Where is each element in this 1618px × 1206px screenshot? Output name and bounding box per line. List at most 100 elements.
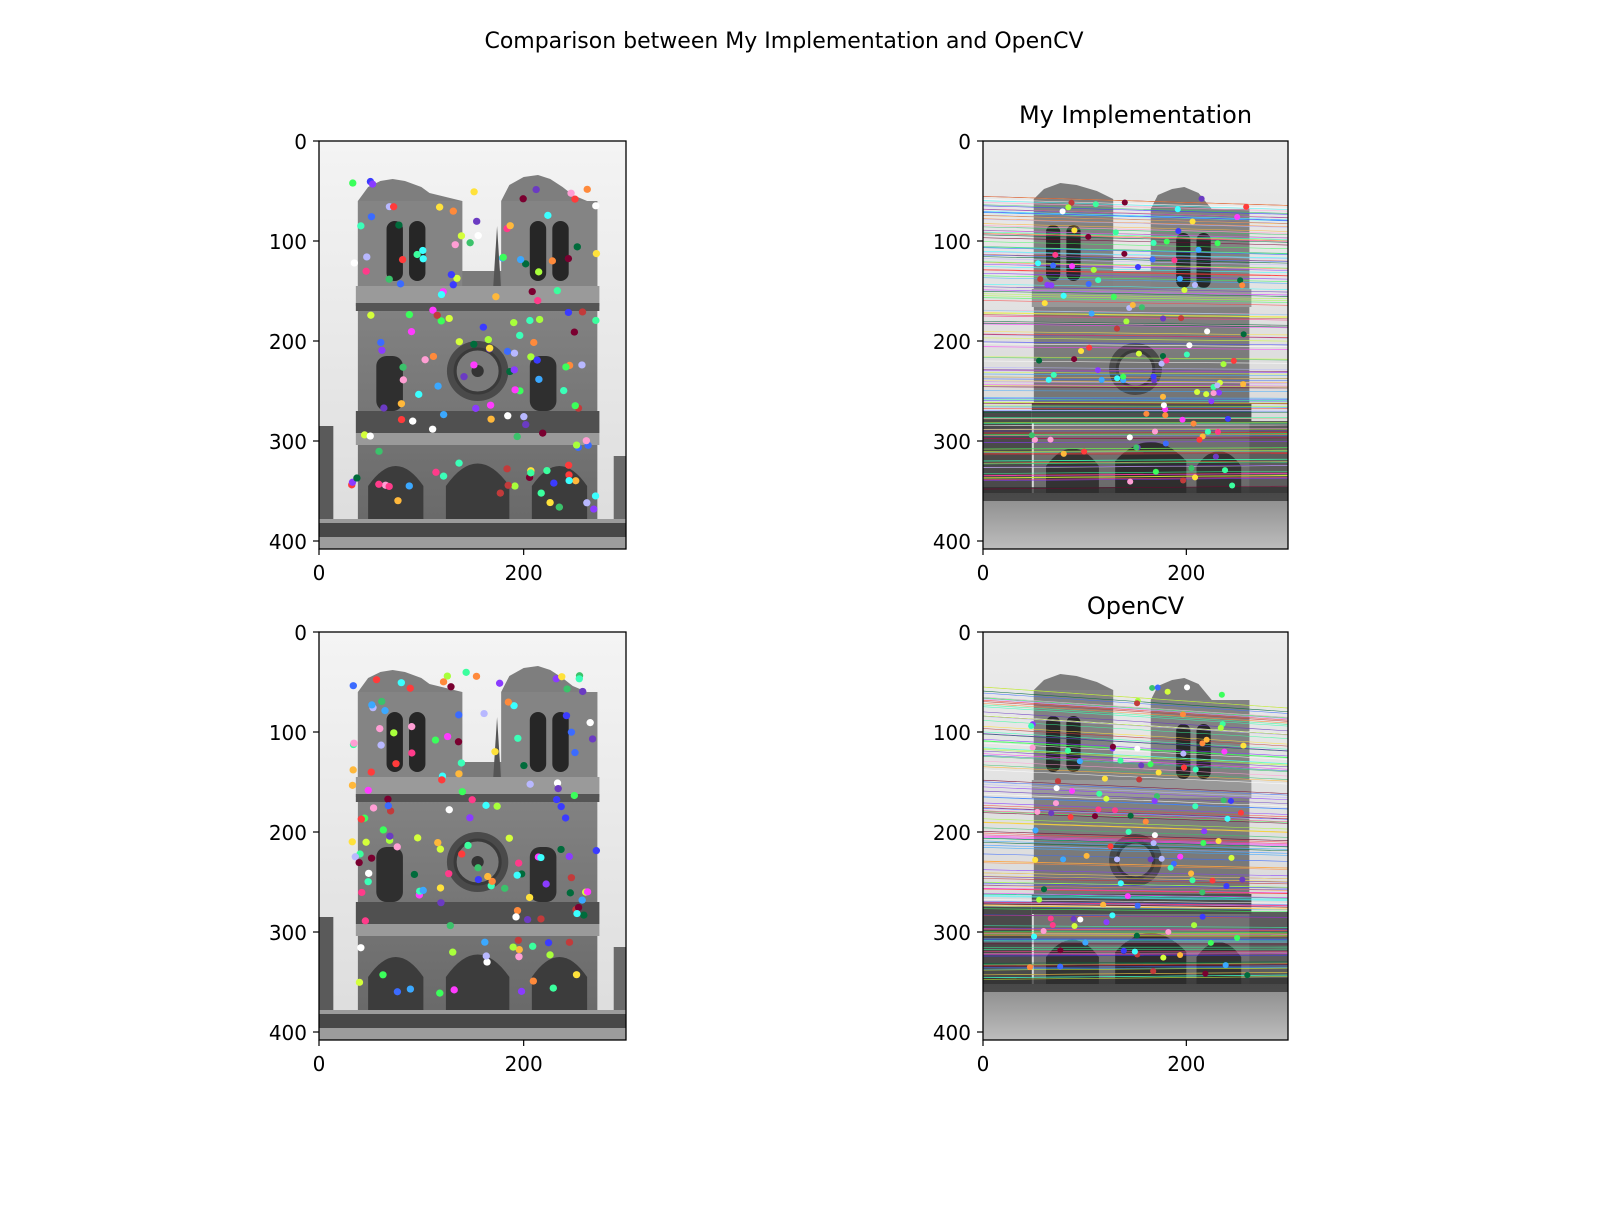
keypoint — [537, 915, 545, 923]
keypoint — [1183, 684, 1191, 691]
keypoint — [1191, 282, 1198, 289]
keypoint — [534, 268, 543, 276]
keypoint — [517, 987, 526, 995]
epipolar-line — [983, 485, 1288, 490]
keypoint — [1188, 465, 1195, 472]
epipolar-line — [983, 766, 1288, 782]
keypoints — [1026, 684, 1251, 979]
epipolar-line — [983, 822, 1288, 833]
keypoint — [1103, 795, 1110, 802]
keypoint — [436, 989, 444, 997]
keypoint — [503, 465, 511, 473]
keypoint — [1150, 840, 1157, 847]
epipolar-line — [983, 360, 1288, 364]
epipolar-line — [983, 378, 1288, 381]
keypoint — [1240, 742, 1247, 749]
keypoint — [510, 349, 519, 357]
keypoint — [512, 913, 520, 921]
y-tick-label: 300 — [933, 430, 971, 454]
keypoint — [439, 472, 448, 480]
epipolar-line — [983, 293, 1288, 300]
keypoint — [449, 948, 457, 956]
epipolar-line — [983, 464, 1288, 468]
keypoint — [380, 404, 388, 412]
keypoint — [464, 841, 472, 850]
epipolar-line — [983, 373, 1288, 377]
epipolar-line — [983, 215, 1288, 225]
keypoint — [550, 479, 558, 487]
keypoint — [1129, 301, 1136, 308]
keypoint — [482, 801, 490, 809]
keypoint — [514, 936, 523, 944]
keypoint — [413, 834, 422, 842]
keypoint — [445, 806, 453, 814]
keypoint — [375, 447, 383, 455]
epipolar-line — [983, 295, 1288, 301]
keypoint — [526, 316, 534, 325]
keypoint — [1199, 913, 1206, 920]
epipolar-line — [983, 459, 1288, 462]
epipolar-line — [983, 234, 1288, 243]
epipolar-line — [983, 223, 1288, 232]
keypoint — [567, 728, 576, 736]
keypoint — [390, 729, 398, 737]
keypoint — [1243, 203, 1250, 210]
keypoint — [1040, 886, 1048, 893]
keypoint — [515, 953, 523, 961]
keypoint — [1174, 206, 1181, 213]
keypoint — [1134, 263, 1142, 270]
epipolar-line — [983, 291, 1288, 297]
keypoint — [1220, 361, 1227, 368]
keypoint — [393, 988, 402, 996]
keypoint — [562, 363, 570, 371]
epipolar-line — [983, 256, 1288, 264]
keypoint — [439, 411, 448, 419]
keypoint — [396, 280, 405, 288]
epipolar-line — [983, 966, 1288, 970]
keypoint — [458, 850, 466, 858]
keypoint — [1240, 331, 1247, 338]
epipolar-line — [983, 847, 1288, 856]
keypoint — [1215, 838, 1222, 845]
keypoint — [548, 257, 557, 265]
keypoint — [435, 203, 444, 211]
keypoint — [1234, 934, 1241, 941]
epipolar-line — [983, 247, 1288, 255]
keypoint — [1159, 393, 1167, 400]
keypoint — [1151, 428, 1159, 435]
keypoint — [566, 889, 574, 897]
keypoint — [1052, 251, 1059, 258]
keypoint — [1138, 762, 1145, 769]
keypoint — [1134, 700, 1141, 707]
epipolar-line — [983, 976, 1288, 980]
keypoint — [578, 361, 586, 369]
epipolar-line — [983, 246, 1288, 255]
epipolar-line — [983, 853, 1288, 862]
keypoint — [1192, 766, 1199, 773]
keypoint — [385, 482, 393, 491]
keypoint — [451, 241, 459, 249]
epipolar-line — [983, 225, 1288, 234]
keypoint — [562, 712, 571, 720]
keypoint — [406, 985, 415, 993]
epipolar-line — [983, 246, 1288, 254]
keypoint — [454, 738, 463, 746]
keypoint — [504, 698, 513, 706]
keypoint — [1215, 389, 1222, 396]
keypoint — [582, 437, 591, 445]
keypoint — [1071, 356, 1078, 363]
keypoint — [1052, 800, 1060, 807]
keypoint — [1124, 893, 1131, 900]
keypoint — [515, 945, 523, 954]
keypoint — [1155, 769, 1162, 776]
epipolar-line — [983, 200, 1288, 210]
keypoint — [1150, 239, 1157, 246]
epipolar-line — [983, 390, 1288, 392]
keypoint — [501, 884, 509, 892]
keypoint — [434, 382, 442, 390]
keypoint — [1228, 854, 1235, 861]
keypoint — [565, 938, 574, 946]
keypoint — [364, 786, 372, 794]
epipolar-line — [983, 376, 1288, 379]
epipolar-line — [983, 793, 1288, 807]
